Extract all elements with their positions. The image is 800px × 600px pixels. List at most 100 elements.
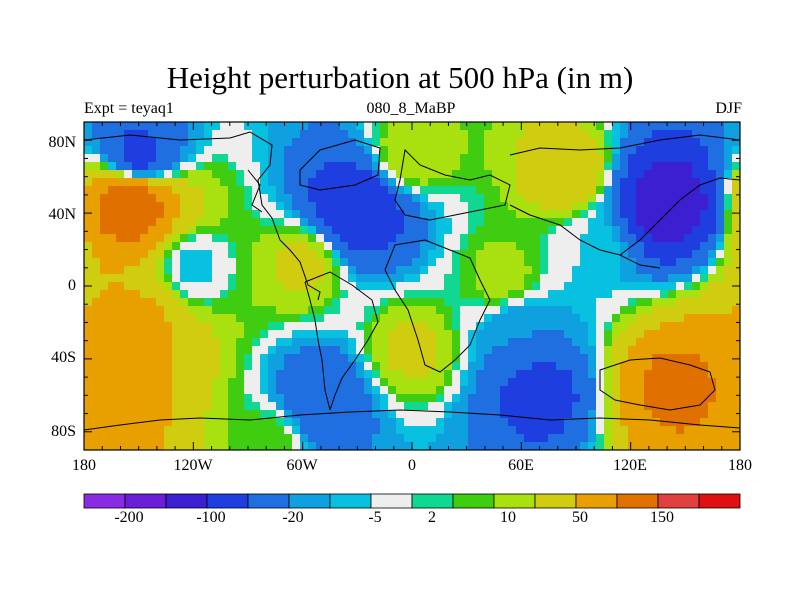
field-cell	[372, 154, 381, 163]
field-cell	[220, 370, 229, 379]
field-cell	[492, 290, 501, 299]
field-cell	[540, 330, 549, 339]
field-cell	[404, 314, 413, 323]
field-cell	[124, 162, 133, 171]
field-cell	[692, 386, 701, 395]
field-cell	[484, 362, 493, 371]
field-cell	[716, 170, 725, 179]
field-cell	[364, 202, 373, 211]
field-cell	[420, 210, 429, 219]
field-cell	[572, 170, 581, 179]
field-cell	[692, 434, 701, 443]
field-cell	[708, 210, 717, 219]
colorbar-swatch	[124, 493, 167, 509]
field-cell	[92, 154, 101, 163]
field-cell	[252, 298, 261, 307]
field-cell	[652, 274, 661, 283]
field-cell	[172, 194, 181, 203]
field-cell	[652, 290, 661, 299]
field-cell	[292, 242, 301, 251]
field-cell	[356, 194, 365, 203]
field-cell	[260, 290, 269, 299]
field-cell	[716, 202, 725, 211]
field-cell	[620, 306, 629, 315]
field-cell	[380, 170, 389, 179]
field-cell	[460, 186, 469, 195]
field-cell	[132, 226, 141, 235]
field-cell	[620, 322, 629, 331]
field-cell	[484, 298, 493, 307]
field-cell	[188, 186, 197, 195]
field-cell	[284, 394, 293, 403]
field-cell	[244, 354, 253, 363]
field-cell	[116, 418, 125, 427]
field-cell	[228, 146, 237, 155]
field-cell	[452, 442, 461, 450]
field-cell	[148, 434, 157, 443]
field-cell	[148, 250, 157, 259]
field-cell	[620, 370, 629, 379]
field-cell	[188, 362, 197, 371]
contour-field	[84, 122, 740, 450]
field-cell	[364, 122, 373, 131]
field-cell	[452, 178, 461, 187]
field-cell	[596, 442, 605, 450]
field-cell	[612, 354, 621, 363]
field-cell	[404, 266, 413, 275]
field-cell	[500, 250, 509, 259]
field-cell	[460, 122, 469, 131]
field-cell	[116, 426, 125, 435]
field-cell	[700, 386, 709, 395]
field-cell	[612, 202, 621, 211]
field-cell	[380, 402, 389, 411]
field-cell	[428, 338, 437, 347]
field-cell	[388, 154, 397, 163]
field-cell	[380, 290, 389, 299]
field-cell	[524, 122, 533, 131]
field-cell	[388, 314, 397, 323]
field-cell	[460, 258, 469, 267]
field-cell	[308, 402, 317, 411]
field-cell	[140, 186, 149, 195]
field-cell	[620, 410, 629, 419]
field-cell	[700, 130, 709, 139]
field-cell	[188, 162, 197, 171]
field-cell	[260, 146, 269, 155]
field-cell	[348, 386, 357, 395]
field-cell	[660, 154, 669, 163]
field-cell	[484, 202, 493, 211]
field-cell	[212, 378, 221, 387]
field-cell	[580, 122, 589, 131]
field-cell	[676, 402, 685, 411]
field-cell	[156, 426, 165, 435]
field-cell	[268, 298, 277, 307]
field-cell	[564, 242, 573, 251]
field-cell	[556, 282, 565, 291]
field-cell	[644, 202, 653, 211]
field-cell	[92, 138, 101, 147]
field-cell	[188, 274, 197, 283]
field-cell	[444, 162, 453, 171]
field-cell	[196, 258, 205, 267]
field-cell	[716, 178, 725, 187]
field-cell	[508, 306, 517, 315]
field-cell	[564, 354, 573, 363]
field-cell	[300, 330, 309, 339]
field-cell	[548, 434, 557, 443]
field-cell	[260, 402, 269, 411]
field-cell	[700, 314, 709, 323]
field-cell	[556, 402, 565, 411]
field-cell	[84, 170, 93, 179]
field-cell	[356, 330, 365, 339]
field-cell	[548, 442, 557, 450]
field-cell	[244, 218, 253, 227]
field-cell	[620, 210, 629, 219]
field-cell	[412, 154, 421, 163]
field-cell	[292, 394, 301, 403]
field-cell	[196, 322, 205, 331]
field-cell	[252, 138, 261, 147]
field-cell	[412, 362, 421, 371]
field-cell	[228, 370, 237, 379]
field-cell	[524, 282, 533, 291]
field-cell	[420, 378, 429, 387]
